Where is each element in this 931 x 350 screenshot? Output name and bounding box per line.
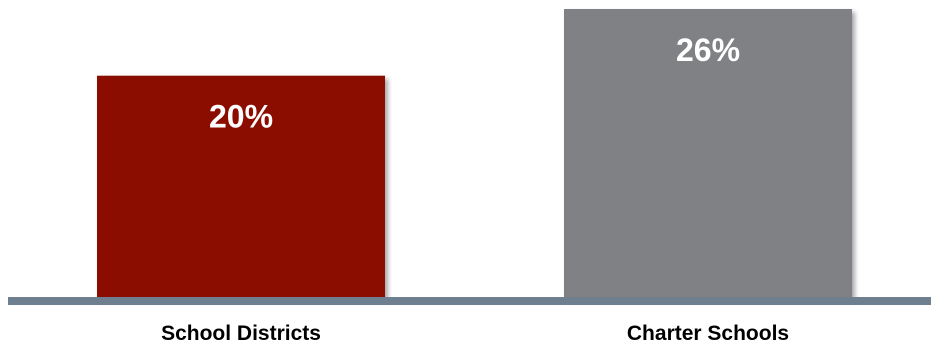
labels-layer: 20% School Districts 26% Charter Schools [161, 32, 789, 345]
bar-school-districts [97, 75, 385, 298]
bar-charter-schools [564, 9, 852, 298]
category-label: Charter Schools [627, 322, 789, 345]
category-label: School Districts [161, 322, 321, 345]
data-label: 20% [209, 99, 273, 135]
bars-layer [97, 9, 852, 298]
data-label: 26% [676, 32, 740, 68]
x-axis-baseline [8, 297, 931, 305]
